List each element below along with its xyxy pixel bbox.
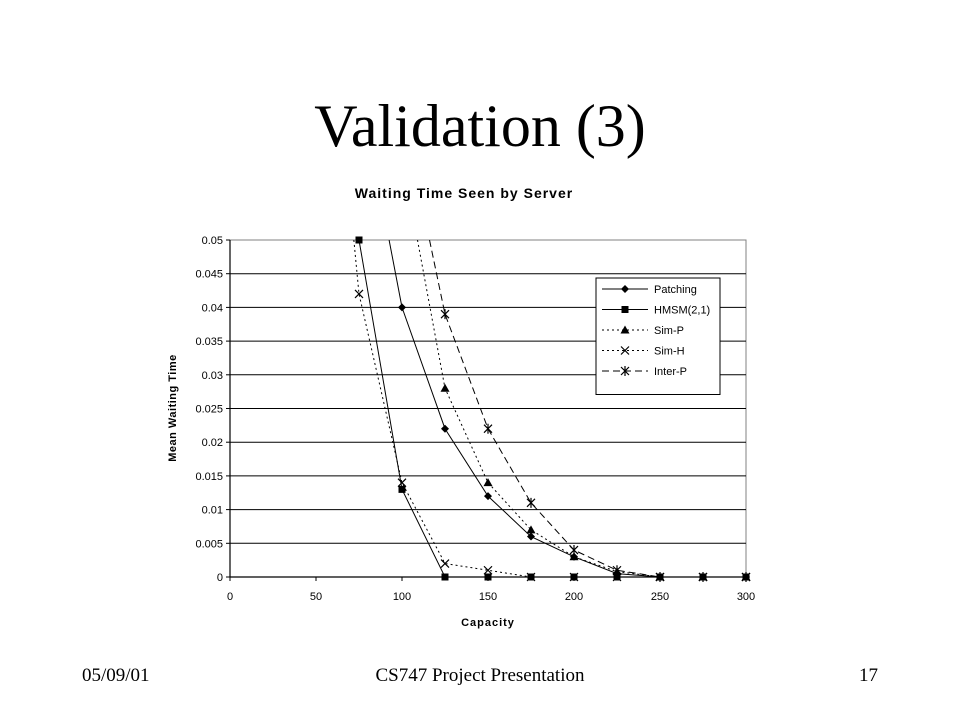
x-tick-label: 200 xyxy=(565,591,583,603)
legend-label: Sim-P xyxy=(654,325,684,337)
data-point xyxy=(440,309,450,320)
x-tick-label: 100 xyxy=(393,591,411,603)
legend-marker xyxy=(620,325,630,334)
legend-label: HMSM(2,1) xyxy=(654,305,710,317)
data-point xyxy=(526,497,536,508)
series-line-2 xyxy=(416,240,746,577)
data-point xyxy=(569,545,579,556)
legend-marker xyxy=(620,346,630,355)
data-point xyxy=(441,424,449,433)
legend-marker xyxy=(621,285,629,293)
data-point xyxy=(527,532,535,541)
data-point xyxy=(398,303,406,312)
y-tick-label: 0.05 xyxy=(202,235,223,247)
series-line-0 xyxy=(388,240,746,577)
y-tick-label: 0.01 xyxy=(202,505,223,517)
y-tick-label: 0.03 xyxy=(202,370,223,382)
legend-marker xyxy=(621,306,629,313)
x-tick-label: 250 xyxy=(651,591,669,603)
y-tick-label: 0.035 xyxy=(195,336,223,348)
data-point xyxy=(397,478,407,488)
x-axis-label: Capacity xyxy=(461,617,515,629)
x-tick-label: 50 xyxy=(310,591,322,603)
data-point xyxy=(483,565,493,575)
legend-label: Sim-H xyxy=(654,346,685,358)
chart-title: Waiting Time Seen by Server xyxy=(355,185,573,201)
y-axis-label: Mean Waiting Time xyxy=(167,354,179,462)
y-tick-label: 0.005 xyxy=(195,538,223,550)
legend-label: Patching xyxy=(654,284,697,296)
data-point xyxy=(612,572,622,582)
data-point xyxy=(441,573,449,581)
data-point xyxy=(484,573,492,581)
y-tick-label: 0.02 xyxy=(202,437,223,449)
footer-presentation-name: CS747 Project Presentation xyxy=(375,665,585,686)
data-point xyxy=(354,289,364,299)
y-tick-label: 0.015 xyxy=(195,471,223,483)
y-tick-label: 0 xyxy=(217,572,223,584)
data-point xyxy=(484,492,492,501)
data-point xyxy=(526,525,536,534)
data-point xyxy=(440,559,450,568)
data-point xyxy=(569,552,579,561)
data-point xyxy=(398,485,406,493)
series-line-1 xyxy=(358,240,746,577)
x-tick-label: 0 xyxy=(227,591,233,603)
data-point xyxy=(741,572,751,582)
legend: Patching HMSM(2,1) Sim-P Sim-H Inter-P xyxy=(595,277,721,395)
legend-label: Inter-P xyxy=(654,366,687,378)
data-point xyxy=(612,565,622,576)
data-point xyxy=(355,236,363,244)
legend-marker xyxy=(620,366,630,376)
y-tick-label: 0.045 xyxy=(195,269,223,281)
data-point xyxy=(483,478,493,487)
x-tick-label: 150 xyxy=(479,591,497,603)
y-tick-label: 0.04 xyxy=(202,302,223,314)
data-point xyxy=(483,423,493,434)
data-point xyxy=(440,383,450,392)
legend-box xyxy=(595,277,721,395)
y-tick-label: 0.025 xyxy=(195,404,223,416)
data-point xyxy=(569,572,579,582)
data-point xyxy=(526,572,536,582)
x-tick-label: 300 xyxy=(737,591,755,603)
page-number: 17 xyxy=(859,665,878,686)
data-point xyxy=(698,572,708,582)
footer-date: 05/09/01 xyxy=(82,665,150,686)
data-point xyxy=(655,572,665,582)
slide-title: Validation (3) xyxy=(314,93,646,159)
